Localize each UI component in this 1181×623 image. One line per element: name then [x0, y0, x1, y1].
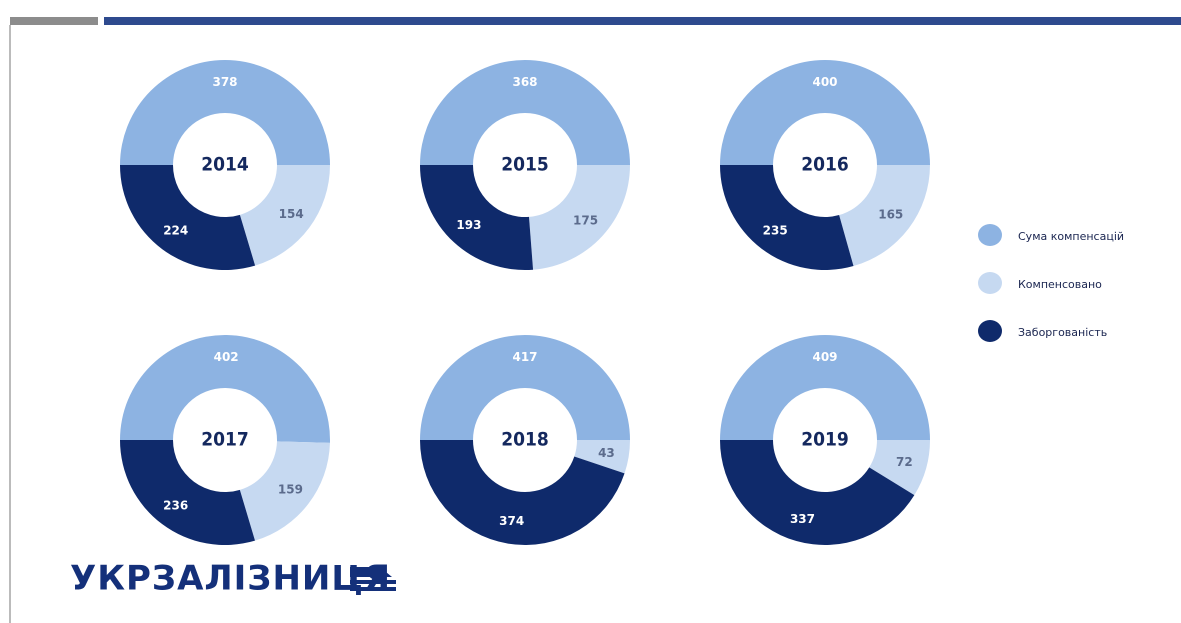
- legend-label: Заборгованість: [1018, 326, 1107, 339]
- value-label: 154: [279, 207, 304, 221]
- value-label: 175: [573, 214, 598, 228]
- header-bar-blue: [104, 17, 1181, 25]
- value-label: 224: [163, 224, 188, 238]
- donut-segment: [120, 440, 255, 546]
- donut-year: 2019: [801, 429, 849, 451]
- donut-segment: [119, 165, 256, 270]
- value-label: 43: [598, 446, 615, 460]
- donut-segment: [839, 165, 930, 267]
- header-bar-gray: [10, 17, 98, 25]
- donut-segment: [239, 441, 330, 541]
- value-label: 409: [812, 350, 837, 364]
- donut-year: 2018: [501, 429, 549, 451]
- value-label: 159: [278, 483, 303, 497]
- value-label: 72: [896, 455, 913, 469]
- value-label: 165: [878, 207, 903, 221]
- donut-segment: [869, 440, 931, 496]
- donut-segment: [720, 335, 930, 440]
- value-label: 368: [512, 75, 537, 89]
- donut-year: 2014: [201, 154, 249, 176]
- legend-label: Сума компенсацій: [1018, 230, 1124, 243]
- legend-swatch: [978, 224, 1002, 246]
- donut-segment: [720, 440, 915, 546]
- value-label: 400: [812, 75, 837, 89]
- donut-segment: [120, 60, 330, 165]
- value-label: 402: [214, 350, 239, 364]
- donut-segment: [528, 165, 630, 270]
- donut-segment: [574, 440, 630, 474]
- donut-segment: [720, 165, 854, 270]
- side-line: [9, 25, 11, 623]
- value-label: 236: [163, 499, 188, 513]
- donut-segment: [420, 335, 630, 440]
- donut-year: 2016: [801, 154, 849, 176]
- logo-icon: [350, 567, 396, 591]
- value-label: 235: [763, 223, 788, 237]
- value-label: 337: [790, 512, 815, 526]
- value-label: 378: [212, 75, 237, 89]
- value-label: 193: [456, 218, 481, 232]
- donut-segment: [420, 60, 630, 165]
- donut-year: 2015: [501, 154, 549, 176]
- logo-text: УКРЗАЛІЗНИЦЯ: [70, 559, 391, 599]
- value-label: 374: [499, 514, 524, 528]
- value-label: 417: [512, 350, 537, 364]
- donut-year: 2017: [201, 429, 249, 451]
- donut-segment: [720, 60, 930, 165]
- donut-segment: [239, 165, 330, 266]
- donut-segment: [420, 165, 534, 270]
- legend-swatch: [978, 320, 1002, 342]
- legend-label: Компенсовано: [1018, 278, 1102, 291]
- donut-segment: [420, 440, 625, 546]
- donut-segment: [120, 334, 330, 443]
- legend-swatch: [978, 272, 1002, 294]
